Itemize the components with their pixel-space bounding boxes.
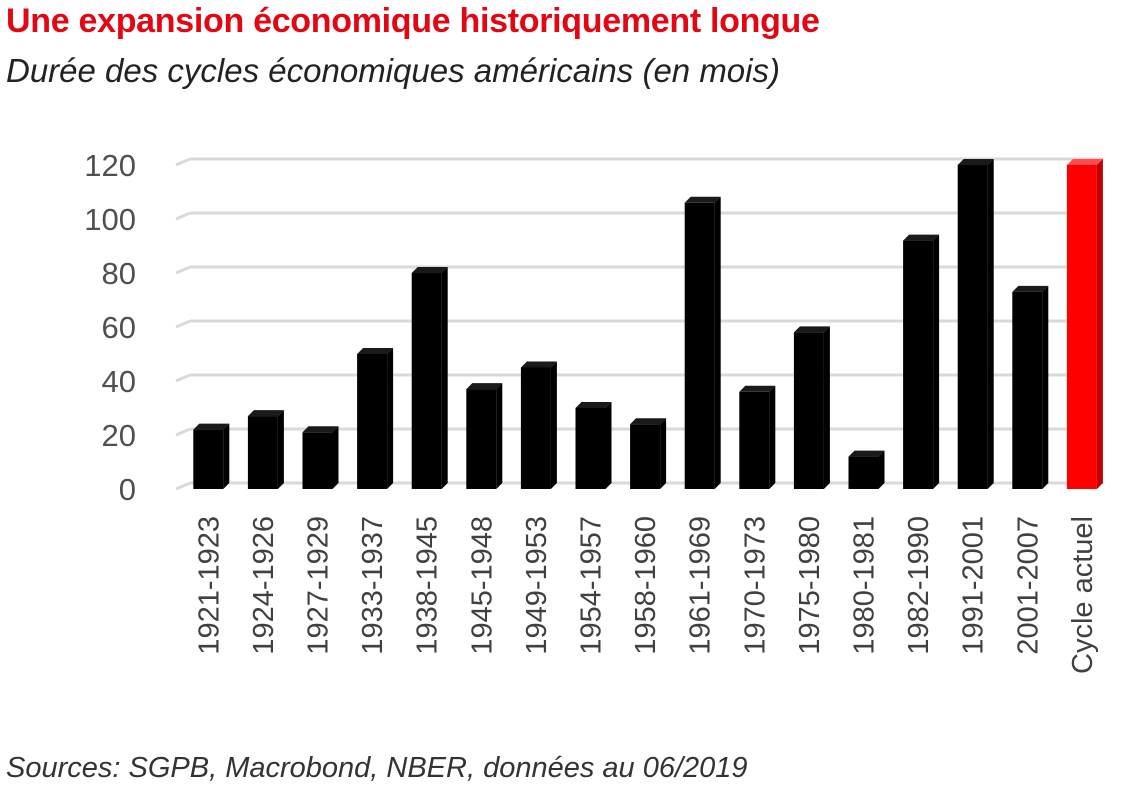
y-tick-label: 0 (119, 472, 136, 507)
gridline-diag-80 (175, 265, 191, 275)
x-category-label: 1924-1926 (248, 516, 280, 655)
gridline-diag-60 (175, 319, 191, 329)
bar (903, 234, 940, 489)
bar (466, 383, 503, 489)
chart-subtitle: Durée des cycles économiques américains … (6, 52, 780, 89)
x-category-label: 1970-1973 (739, 516, 771, 655)
bar (957, 159, 994, 489)
x-axis-labels: 1921-1923 1924-1926 1927-1929 1933-1937 1938… (193, 516, 1099, 674)
bar (411, 267, 448, 489)
bar (575, 402, 612, 489)
y-tick-label: 20 (102, 418, 136, 453)
bar-cycle-actuel (1066, 159, 1103, 489)
y-tick-label: 60 (102, 310, 136, 345)
x-category-label: 1921-1923 (193, 516, 225, 655)
y-tick-label: 80 (102, 256, 136, 291)
bar (793, 326, 830, 489)
y-axis-ticks: 0 20 40 60 80 100 120 (84, 148, 136, 507)
bar (520, 361, 557, 489)
x-category-label: 1938-1945 (412, 516, 444, 655)
x-category-label: 1949-1953 (521, 516, 553, 655)
gridline-diag-0 (175, 481, 191, 491)
x-category-label: 1961-1969 (685, 516, 717, 655)
gridline-diag-100 (175, 211, 191, 221)
source-note: Sources: SGPB, Macrobond, NBER, données … (6, 752, 748, 784)
x-category-label: 1933-1937 (357, 516, 389, 655)
x-category-label: Cycle actuel (1067, 516, 1099, 674)
chart-title: Une expansion économique historiquement … (6, 2, 820, 40)
y-tick-label: 120 (84, 148, 136, 183)
x-category-label: 2001-2007 (1012, 516, 1044, 655)
y-tick-label: 100 (84, 202, 136, 237)
bar (739, 385, 776, 489)
bar (630, 418, 667, 489)
x-category-label: 1991-2001 (958, 516, 990, 655)
bar (193, 423, 230, 489)
gridline-diag-120 (175, 157, 191, 167)
bar (848, 450, 885, 489)
x-category-label: 1954-1957 (576, 516, 608, 655)
gridline-diag-40 (175, 373, 191, 383)
bar (302, 426, 339, 489)
gridline-diag-20 (175, 427, 191, 437)
bar (247, 410, 284, 489)
x-category-label: 1945-1948 (466, 516, 498, 655)
bar (1012, 285, 1049, 489)
y-tick-label: 40 (102, 364, 136, 399)
x-category-label: 1975-1980 (794, 516, 826, 655)
gridlines (175, 157, 1103, 491)
x-category-label: 1982-1990 (903, 516, 935, 655)
x-category-label: 1927-1929 (303, 516, 335, 655)
x-category-label: 1980-1981 (849, 516, 881, 655)
x-category-label: 1958-1960 (630, 516, 662, 655)
bars (193, 159, 1103, 490)
bar (357, 348, 394, 489)
bar (684, 196, 721, 490)
